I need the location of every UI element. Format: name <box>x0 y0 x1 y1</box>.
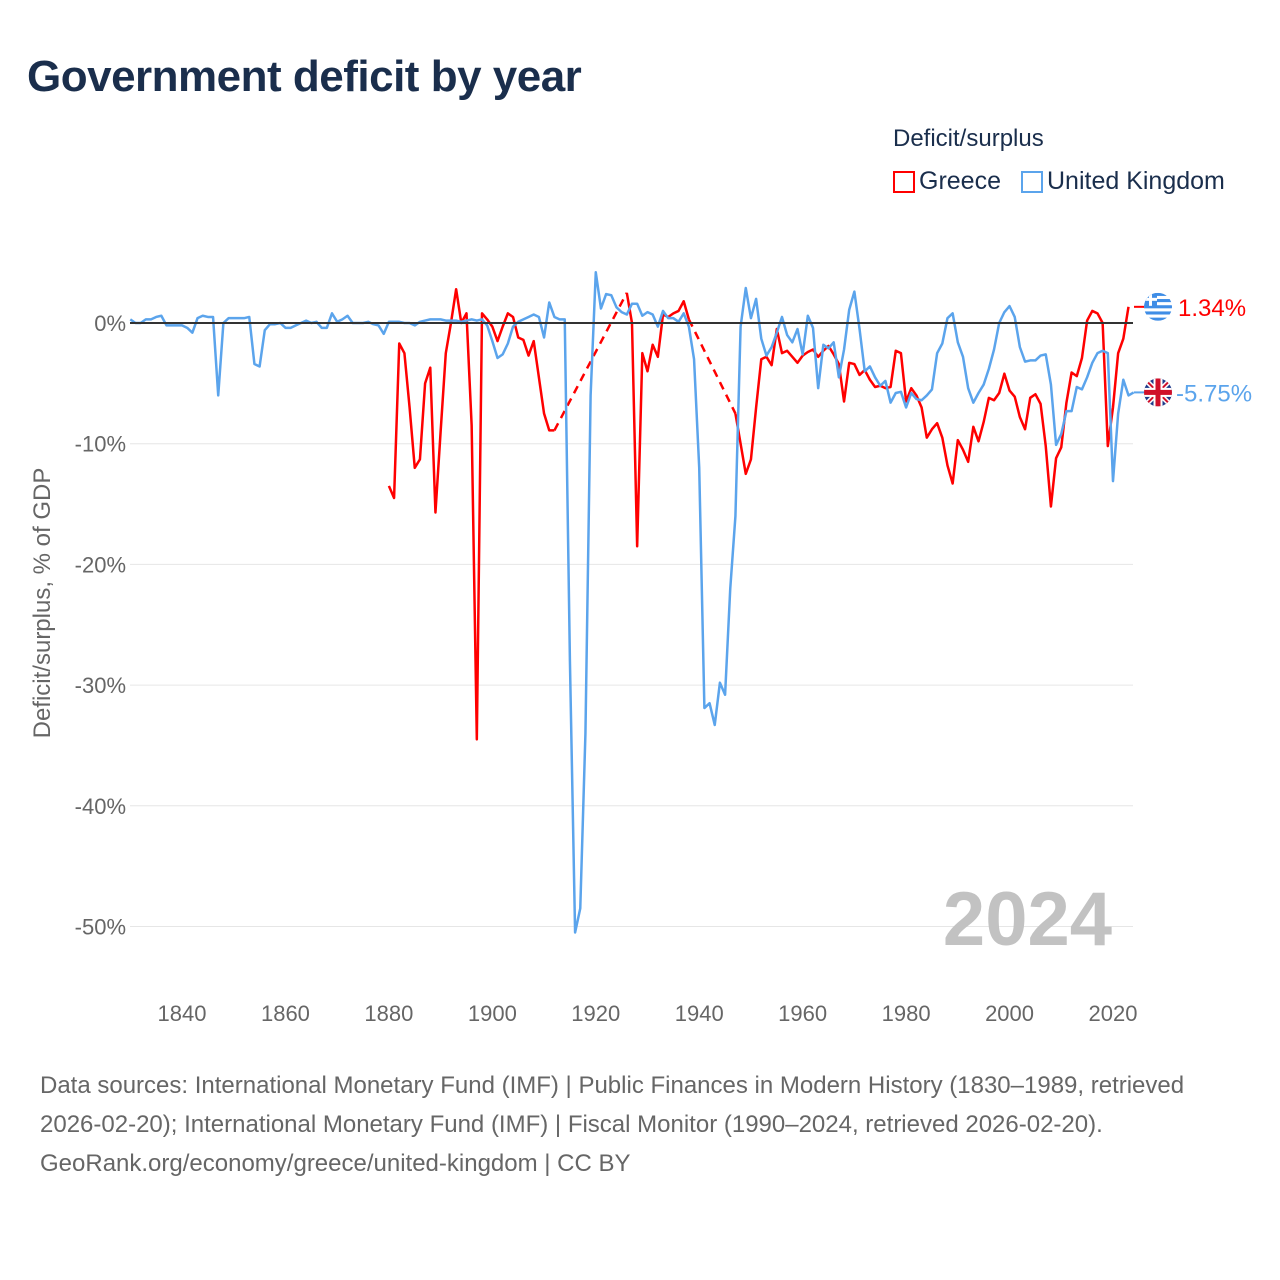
uk-end-label: -5.75% <box>1176 380 1252 407</box>
x-tick-label: 1920 <box>571 1001 620 1026</box>
x-tick-label: 1880 <box>364 1001 413 1026</box>
y-tick-label: 0% <box>94 311 126 336</box>
legend-title: Deficit/surplus <box>893 125 1044 152</box>
x-tick-label: 1980 <box>882 1001 931 1026</box>
y-tick-label: -30% <box>75 673 126 698</box>
x-tick-label: 1860 <box>261 1001 310 1026</box>
y-tick-label: -50% <box>75 915 126 940</box>
y-tick-label: -20% <box>75 552 126 577</box>
uk-flag-icon <box>1144 378 1172 407</box>
footer: Data sources: International Monetary Fun… <box>40 1066 1240 1183</box>
legend-swatch-united-kingdom <box>1020 170 1043 193</box>
y-tick-label: -40% <box>75 794 126 819</box>
data-sources: Data sources: International Monetary Fun… <box>40 1072 1185 1138</box>
greece-end-label: 1.34% <box>1178 295 1246 322</box>
credit-link[interactable]: GeoRank.org/economy/greece/united-kingdo… <box>40 1150 631 1177</box>
y-tick-label: -10% <box>75 432 126 457</box>
series-line-greece <box>734 306 1130 508</box>
x-tick-label: 2000 <box>985 1001 1034 1026</box>
series-line-greece <box>387 287 555 741</box>
series-line-greece <box>625 292 691 548</box>
page-title: Government deficit by year <box>27 52 582 101</box>
line-chart: 0% -10% -20% -30% -40% -50% 1840 1860 1880 1900 19… <box>29 271 1252 1026</box>
legend: Greece United Kingdom <box>893 167 1225 196</box>
y-axis-label: Deficit/surplus, % of GDP <box>29 468 56 739</box>
legend-label-united-kingdom: United Kingdom <box>1046 167 1225 195</box>
legend-item-greece[interactable]: Greece <box>893 167 1001 196</box>
current-year-label: 2024 <box>943 877 1112 962</box>
legend-swatch-greece <box>893 170 915 193</box>
x-tick-label: 1960 <box>778 1001 827 1026</box>
x-tick-label: 1940 <box>675 1001 724 1026</box>
greece-flag-icon <box>1144 292 1172 321</box>
x-tick-label: 2020 <box>1089 1001 1138 1026</box>
x-tick-label: 1900 <box>468 1001 517 1026</box>
series-gap-greece <box>687 318 737 415</box>
legend-item-united-kingdom[interactable]: United Kingdom <box>1020 167 1225 196</box>
series-line-united-kingdom <box>129 271 1135 934</box>
legend-label-greece: Greece <box>919 167 1001 195</box>
x-tick-label: 1840 <box>158 1001 207 1026</box>
series-gap-greece <box>553 292 628 432</box>
